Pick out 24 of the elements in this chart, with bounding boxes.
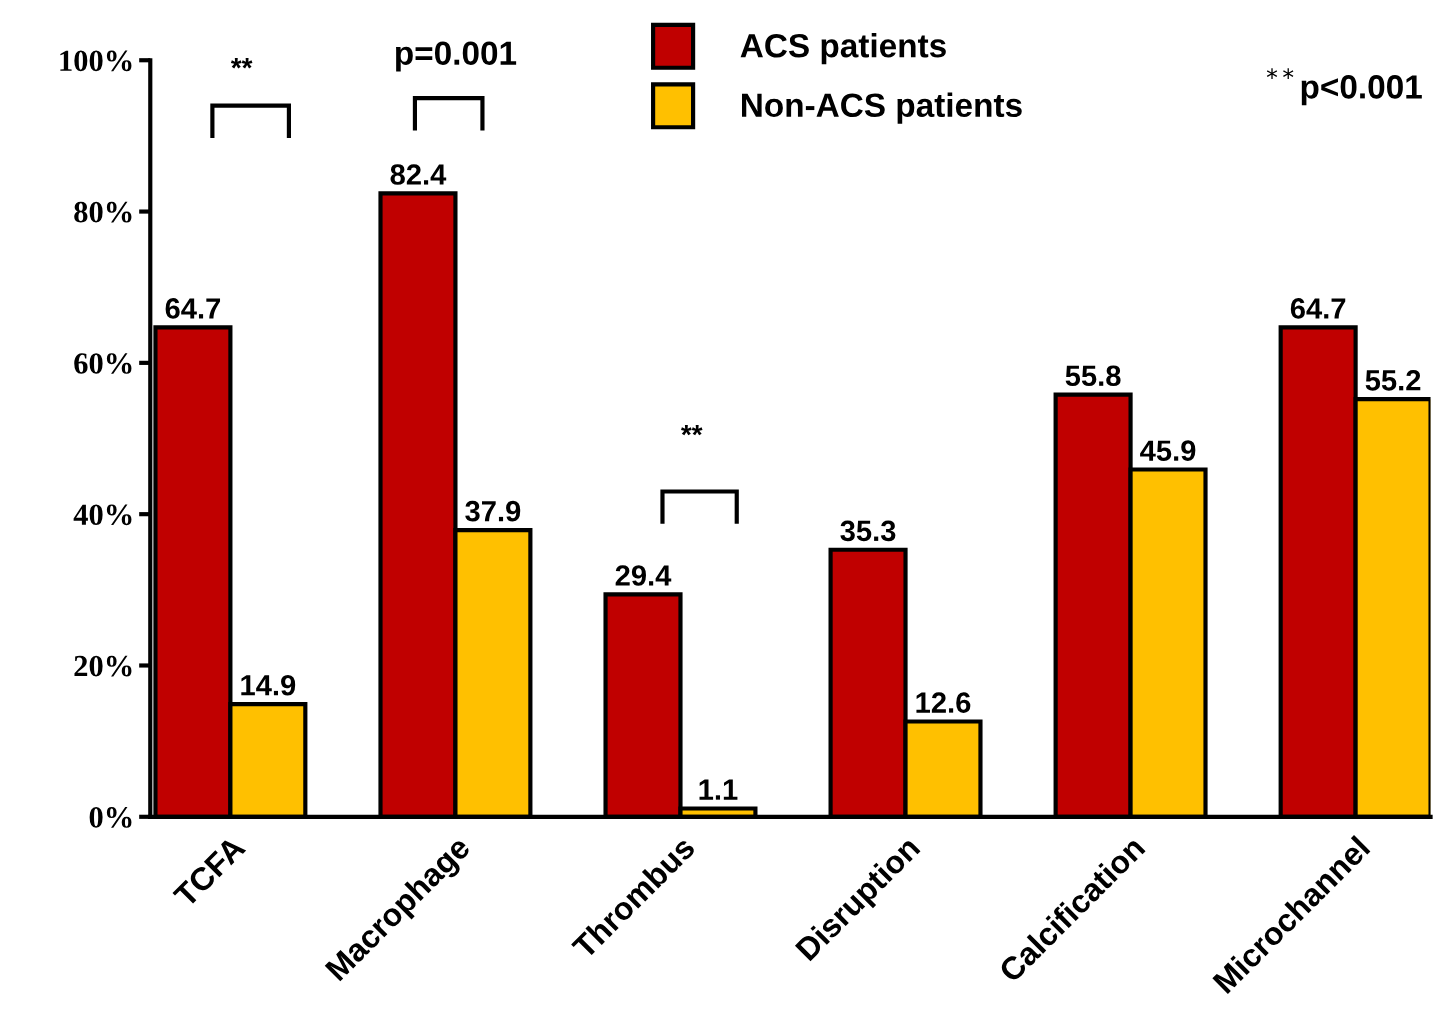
y-tick-label: 80% bbox=[74, 201, 132, 223]
data-label: 35.3 bbox=[840, 520, 896, 542]
annotation: p=0.001 bbox=[396, 41, 517, 72]
data-label: 29.4 bbox=[615, 565, 672, 586]
legend-label: Non-ACS patients bbox=[742, 92, 1022, 124]
y-tick-label: 40% bbox=[73, 504, 132, 526]
legend-label: ACS patients bbox=[740, 33, 946, 65]
y-tick-label: 0% bbox=[89, 807, 132, 828]
y-tick-label: 20% bbox=[74, 655, 132, 677]
data-label: 55.8 bbox=[1065, 365, 1121, 387]
y-tick-label: 60% bbox=[74, 353, 132, 374]
data-label: 82.4 bbox=[390, 164, 447, 185]
data-label: 12.6 bbox=[916, 692, 971, 713]
data-label: 64.7 bbox=[165, 298, 221, 319]
data-label: 37.9 bbox=[465, 500, 521, 522]
y-tick-label: 100% bbox=[60, 50, 132, 72]
data-label: 64.7 bbox=[1290, 298, 1346, 319]
annotation: ** bbox=[230, 58, 253, 69]
data-label: 45.9 bbox=[1140, 440, 1196, 461]
annotation: $^{**}$p<0.001 bbox=[1266, 68, 1422, 106]
data-label: 14.9 bbox=[241, 674, 296, 696]
data-label: 55.2 bbox=[1365, 369, 1421, 391]
annotation: ** bbox=[681, 424, 703, 436]
data-label: 1.1 bbox=[699, 779, 738, 800]
